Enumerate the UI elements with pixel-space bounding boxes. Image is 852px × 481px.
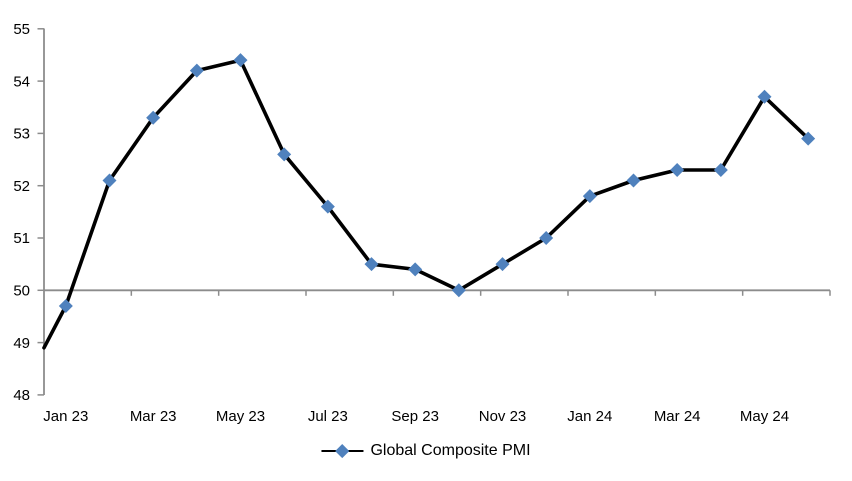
x-tick-label: Jul 23: [308, 408, 348, 425]
x-tick-label: Nov 23: [479, 408, 527, 425]
data-point-marker: [801, 131, 816, 146]
series-line: [42, 58, 811, 350]
legend-diamond-icon: [335, 444, 349, 458]
x-tick-label: May 23: [216, 408, 265, 425]
data-point-marker: [277, 147, 292, 162]
legend-line-sample: [321, 444, 364, 458]
x-tick-label: Sep 23: [391, 408, 439, 425]
data-point-marker: [539, 231, 554, 245]
data-point-marker: [495, 257, 510, 272]
x-axis-labels: Jan 23 Mar 23 May 23 Jul 23 Sep 23 Nov 23 Jan …: [43, 408, 789, 425]
data-point-marker: [757, 89, 772, 104]
data-point-marker: [233, 53, 248, 68]
data-point-marker: [102, 173, 117, 188]
y-tick-label: 55: [13, 21, 30, 38]
data-point-marker: [582, 189, 597, 204]
data-point-marker: [670, 163, 685, 178]
y-tick-label: 48: [13, 387, 30, 404]
x-tick-label: Jan 23: [43, 408, 88, 425]
y-tick-label: 51: [13, 230, 30, 247]
data-point-marker: [58, 298, 73, 313]
data-point-marker: [713, 163, 728, 178]
data-point-marker: [146, 110, 161, 125]
data-point-marker: [451, 283, 466, 298]
y-tick-label: 53: [13, 126, 30, 143]
x-tick-label: May 24: [740, 408, 789, 425]
data-point-marker: [189, 63, 204, 78]
legend: Global Composite PMI: [321, 439, 531, 463]
x-tick-label: Mar 24: [654, 408, 701, 425]
y-axis: 48 49 50 51 52 53 54 55: [13, 21, 45, 404]
data-point-marker: [364, 257, 379, 272]
data-point-marker: [408, 262, 423, 277]
x-tick-label: Mar 23: [130, 408, 177, 425]
legend-label: Global Composite PMI: [370, 442, 531, 459]
data-point-marker: [626, 173, 641, 188]
series-markers: [58, 53, 816, 313]
y-tick-label: 54: [13, 73, 30, 90]
series-polyline: [42, 58, 811, 350]
data-point-marker: [320, 199, 335, 214]
x-axis-at-50: [44, 289, 831, 296]
x-tick-label: Jan 24: [567, 408, 612, 425]
y-tick-label: 50: [13, 283, 30, 300]
y-tick-label: 49: [13, 335, 30, 352]
y-tick-label: 52: [13, 178, 30, 195]
